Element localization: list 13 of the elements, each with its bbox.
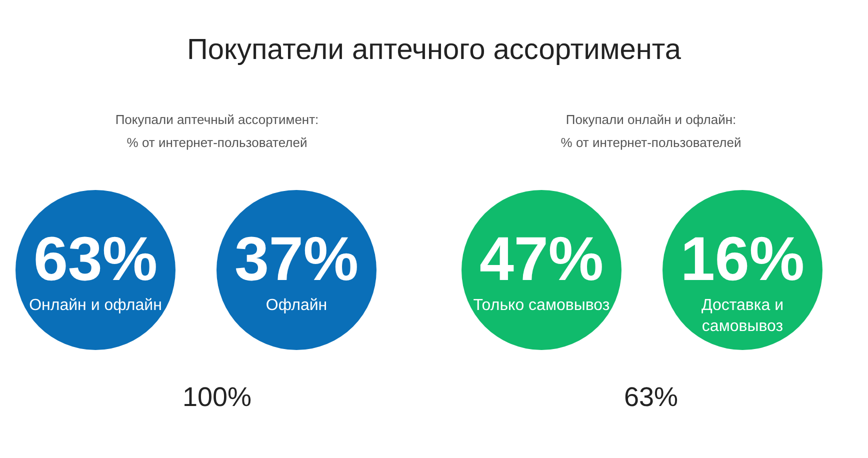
text: 63%	[622, 382, 680, 413]
category-label: Онлайн и офлайн	[29, 297, 162, 314]
data-label: 16%	[680, 225, 805, 294]
text: Покупали онлайн и офлайн: % от интернет-пользователей	[560, 111, 742, 152]
data-label: 37%	[234, 225, 359, 294]
category-label: Только самовывоз	[473, 297, 610, 314]
data-label: 47%	[479, 225, 604, 294]
text: Покупатели аптечного ассортимента	[186, 34, 682, 67]
category-label: Доставка и самовывоз	[701, 297, 784, 335]
text: 100%	[181, 382, 253, 413]
text: Покупали аптечный ассортимент: % от интернет-пользователей	[114, 111, 320, 152]
data-label: 63%	[33, 225, 158, 294]
category-label: Офлайн	[266, 297, 328, 314]
